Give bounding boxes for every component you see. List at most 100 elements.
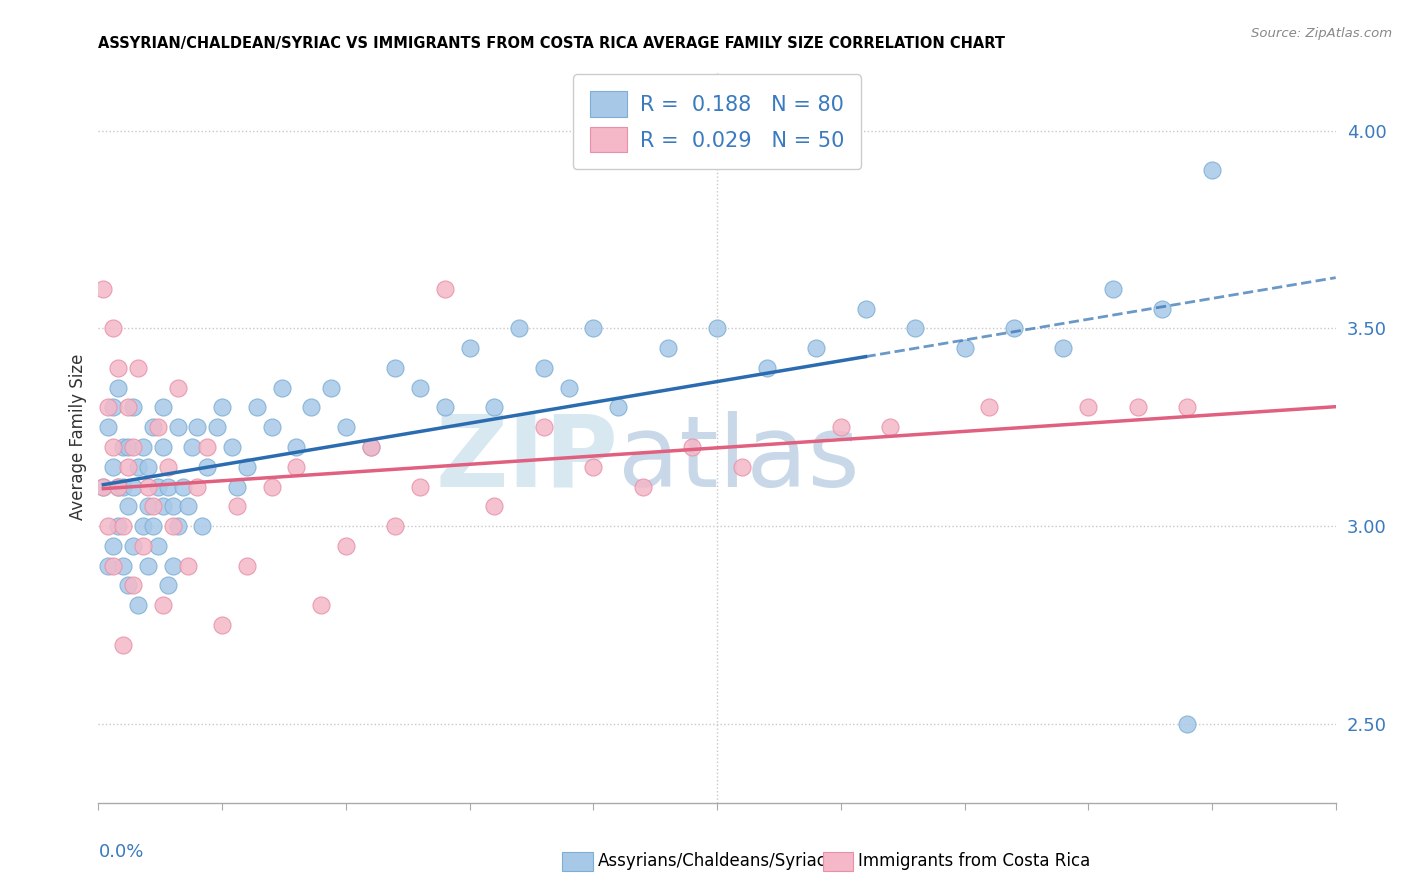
Point <box>127 459 149 474</box>
Point <box>136 479 159 493</box>
Point <box>979 401 1001 415</box>
Point <box>557 381 579 395</box>
Point <box>122 578 145 592</box>
Point <box>484 401 506 415</box>
Point <box>136 500 159 514</box>
Point <box>1052 341 1074 355</box>
Point <box>384 519 406 533</box>
Point <box>855 301 877 316</box>
Text: atlas: atlas <box>619 410 859 508</box>
Point <box>260 479 283 493</box>
Point <box>156 578 179 592</box>
Legend: R =  0.188   N = 80, R =  0.029   N = 50: R = 0.188 N = 80, R = 0.029 N = 50 <box>574 74 860 169</box>
Point <box>152 440 174 454</box>
Text: ZIP: ZIP <box>436 410 619 508</box>
Point <box>132 539 155 553</box>
Point <box>162 558 184 573</box>
Point <box>755 360 778 375</box>
Point <box>97 401 120 415</box>
Point <box>731 459 754 474</box>
Point <box>152 401 174 415</box>
Point <box>107 519 129 533</box>
Point <box>211 401 233 415</box>
Point <box>156 459 179 474</box>
Point <box>335 420 357 434</box>
Point <box>117 578 139 592</box>
Point <box>879 420 901 434</box>
Point <box>97 519 120 533</box>
Point <box>1175 716 1198 731</box>
Point <box>166 381 188 395</box>
Point <box>142 500 165 514</box>
Point <box>804 341 827 355</box>
Point <box>484 500 506 514</box>
Point <box>136 558 159 573</box>
Point <box>319 381 342 395</box>
Point <box>226 500 249 514</box>
Point <box>1152 301 1174 316</box>
Point <box>309 598 332 612</box>
Point <box>186 479 208 493</box>
Point <box>146 420 169 434</box>
Point <box>458 341 481 355</box>
Point <box>1102 282 1125 296</box>
Point <box>152 598 174 612</box>
Point <box>226 479 249 493</box>
Point <box>112 519 135 533</box>
Point <box>146 479 169 493</box>
Point <box>533 360 555 375</box>
Point <box>122 440 145 454</box>
Point <box>112 479 135 493</box>
Point <box>122 401 145 415</box>
Point <box>285 440 308 454</box>
Point <box>830 420 852 434</box>
Point <box>93 479 115 493</box>
Point <box>384 360 406 375</box>
Point <box>117 401 139 415</box>
Point <box>162 519 184 533</box>
Point <box>103 459 125 474</box>
Point <box>117 500 139 514</box>
Y-axis label: Average Family Size: Average Family Size <box>69 354 87 520</box>
Point <box>533 420 555 434</box>
Point <box>172 479 194 493</box>
Point <box>953 341 976 355</box>
Point <box>107 479 129 493</box>
Point <box>508 321 530 335</box>
Point <box>103 558 125 573</box>
Point <box>107 360 129 375</box>
Point <box>103 321 125 335</box>
Text: Assyrians/Chaldeans/Syriacs: Assyrians/Chaldeans/Syriacs <box>598 852 835 870</box>
Point <box>1175 401 1198 415</box>
Point <box>103 401 125 415</box>
Point <box>681 440 703 454</box>
Point <box>107 479 129 493</box>
Text: Immigrants from Costa Rica: Immigrants from Costa Rica <box>858 852 1090 870</box>
Point <box>132 440 155 454</box>
Point <box>132 519 155 533</box>
Point <box>904 321 927 335</box>
Point <box>112 558 135 573</box>
Point <box>631 479 654 493</box>
Point <box>97 420 120 434</box>
Point <box>127 598 149 612</box>
Point <box>191 519 214 533</box>
Point <box>117 459 139 474</box>
Point <box>176 558 198 573</box>
Point <box>260 420 283 434</box>
Point <box>152 500 174 514</box>
Point <box>1126 401 1149 415</box>
Point <box>136 459 159 474</box>
Text: 0.0%: 0.0% <box>98 843 143 861</box>
Point <box>433 282 456 296</box>
Point <box>221 440 243 454</box>
Point <box>205 420 228 434</box>
Point <box>657 341 679 355</box>
Point <box>433 401 456 415</box>
Text: ASSYRIAN/CHALDEAN/SYRIAC VS IMMIGRANTS FROM COSTA RICA AVERAGE FAMILY SIZE CORRE: ASSYRIAN/CHALDEAN/SYRIAC VS IMMIGRANTS F… <box>98 36 1005 51</box>
Point <box>117 440 139 454</box>
Point <box>186 420 208 434</box>
Point <box>299 401 322 415</box>
Point <box>1201 163 1223 178</box>
Point <box>1002 321 1025 335</box>
